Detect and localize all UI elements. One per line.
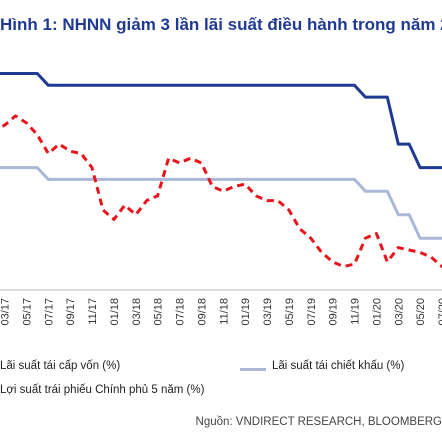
x-tick-label: 03/19 [262, 298, 274, 326]
legend-refinancing-rate: Lãi suất tái cấp vốn (%) [0, 360, 120, 372]
x-tick-label: 09/19 [328, 298, 340, 326]
legend-label-refinancing-rate: Lãi suất tái cấp vốn (%) [0, 360, 121, 372]
x-tick-label: 11/19 [350, 298, 362, 325]
legend-swatch-discount-rate [240, 368, 266, 371]
legend-label-bond-yield: Lợi suất trái phiếu Chính phủ 5 năm (%) [0, 384, 205, 396]
x-tick-label: 11/17 [87, 298, 99, 325]
x-tick-label: 09/18 [196, 298, 208, 326]
x-tick-label: 05/17 [21, 298, 33, 326]
x-tick-label: 05/19 [284, 298, 296, 326]
x-tick-label: 01/19 [240, 298, 252, 326]
series-line-1 [0, 166, 442, 240]
x-tick-label: 09/17 [65, 298, 77, 326]
series-line-2 [0, 114, 442, 269]
plot-area: 01/1703/1705/1707/1709/1711/1701/1803/18… [0, 72, 442, 326]
x-tick-label: 11/18 [218, 298, 230, 325]
x-tick-label: 01/20 [371, 298, 383, 326]
x-tick-label: 01/18 [109, 298, 121, 326]
legend-bond-yield: Lợi suất trái phiếu Chính phủ 5 năm (%) [0, 384, 204, 396]
x-tick-label: 07/18 [175, 298, 187, 326]
legend-discount-rate: Lãi suất tái chiết khấu (%) [272, 360, 404, 372]
legend-label-discount-rate: Lãi suất tái chiết khấu (%) [272, 360, 405, 372]
x-tick-label: 05/20 [415, 298, 427, 326]
chart-title: Hình 1: NHNN giảm 3 lần lãi suất điều hà… [0, 15, 442, 34]
series-line-0 [0, 72, 442, 170]
x-tick-label: 07/17 [43, 298, 55, 326]
x-tick-label: 03/17 [0, 298, 12, 326]
source-note: Nguồn: VNDIRECT RESEARCH, BLOOMBERG [195, 416, 442, 428]
x-tick-label: 03/20 [393, 298, 405, 326]
x-tick-label: 03/18 [131, 298, 143, 326]
x-tick-label: 07/20 [437, 298, 442, 326]
x-tick-label: 07/19 [306, 298, 318, 326]
x-tick-label: 05/18 [153, 298, 165, 326]
